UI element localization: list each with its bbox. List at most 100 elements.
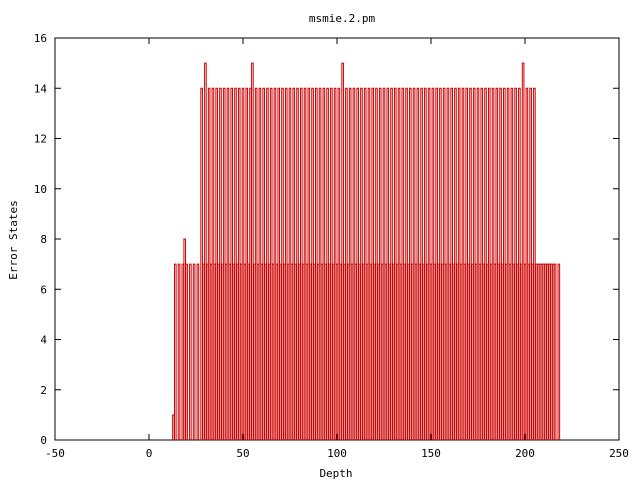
y-tick-label: 14 (34, 82, 48, 95)
bar (268, 263, 271, 440)
bar (551, 263, 555, 440)
bar (521, 62, 525, 440)
bar (237, 87, 241, 440)
bar (369, 263, 373, 440)
bar (245, 87, 249, 440)
x-axis-label: Depth (319, 467, 352, 480)
x-tick-label: 0 (146, 447, 153, 460)
bar (249, 87, 252, 440)
bar (271, 263, 275, 440)
bar (459, 263, 463, 440)
bar (230, 87, 234, 440)
x-tick-label: 150 (421, 447, 441, 460)
bar (371, 87, 375, 440)
bar (333, 87, 337, 440)
bar (534, 263, 538, 440)
bar (258, 87, 262, 440)
y-tick-label: 6 (40, 283, 47, 296)
bar (471, 263, 474, 440)
bar (236, 263, 239, 440)
bar (493, 263, 497, 440)
bar (512, 263, 516, 440)
bar (232, 263, 235, 440)
bar (252, 263, 256, 440)
bar (416, 87, 420, 440)
bar (339, 263, 343, 440)
y-axis: 0 2 4 6 8 10 12 14 16 (34, 32, 619, 447)
bar (442, 87, 446, 440)
bar (461, 87, 465, 440)
bar (482, 263, 485, 440)
bar (454, 87, 457, 440)
bar (448, 263, 452, 440)
bar (480, 87, 484, 440)
y-tick-label: 12 (34, 133, 47, 146)
bar (266, 87, 269, 440)
bar (489, 263, 493, 440)
bar (531, 263, 534, 440)
bar (281, 87, 284, 440)
bar (424, 87, 427, 440)
bar (457, 87, 461, 440)
bar (200, 87, 203, 440)
bar (397, 87, 401, 440)
bar (395, 263, 399, 440)
bar (380, 263, 384, 440)
y-tick-label: 2 (40, 384, 47, 397)
bar (303, 87, 307, 440)
bar (298, 263, 301, 440)
bar (337, 87, 341, 440)
bar (431, 87, 435, 440)
bar (318, 87, 322, 440)
bar (484, 87, 487, 440)
bar (403, 263, 406, 440)
chart-title: msmie.2.pm (309, 12, 376, 25)
bar (390, 87, 393, 440)
bar (504, 263, 508, 440)
bar (315, 87, 318, 440)
bar (331, 263, 335, 440)
bar (262, 87, 265, 440)
bar (207, 87, 211, 440)
bar (463, 263, 467, 440)
bar (360, 87, 363, 440)
bar (503, 87, 506, 440)
bar (446, 87, 450, 440)
x-tick-label: -50 (45, 447, 65, 460)
bar (525, 87, 529, 440)
bar (292, 87, 296, 440)
bar (299, 87, 303, 440)
bar (346, 263, 350, 440)
bar (467, 263, 470, 440)
bar (487, 87, 491, 440)
bar (283, 263, 286, 440)
bar (435, 87, 438, 440)
bar (472, 87, 476, 440)
bars-group (172, 62, 561, 440)
bar (356, 87, 359, 440)
bar (429, 263, 433, 440)
bar (192, 263, 196, 440)
bar (324, 263, 328, 440)
bar (296, 87, 299, 440)
bar (275, 263, 279, 440)
bar (553, 263, 557, 440)
bar (204, 62, 207, 440)
bar (382, 87, 386, 440)
bar (409, 87, 412, 440)
bar (399, 263, 403, 440)
bar (222, 87, 226, 440)
bar (425, 263, 429, 440)
bar (548, 263, 551, 440)
bar (544, 263, 547, 440)
bar (519, 263, 523, 440)
bar (506, 87, 510, 440)
bar (440, 263, 444, 440)
bar (529, 87, 532, 440)
bar (326, 87, 329, 440)
bar (362, 263, 365, 440)
bar (294, 263, 297, 440)
bar (219, 87, 222, 440)
bar (254, 87, 258, 440)
bar (491, 87, 495, 440)
